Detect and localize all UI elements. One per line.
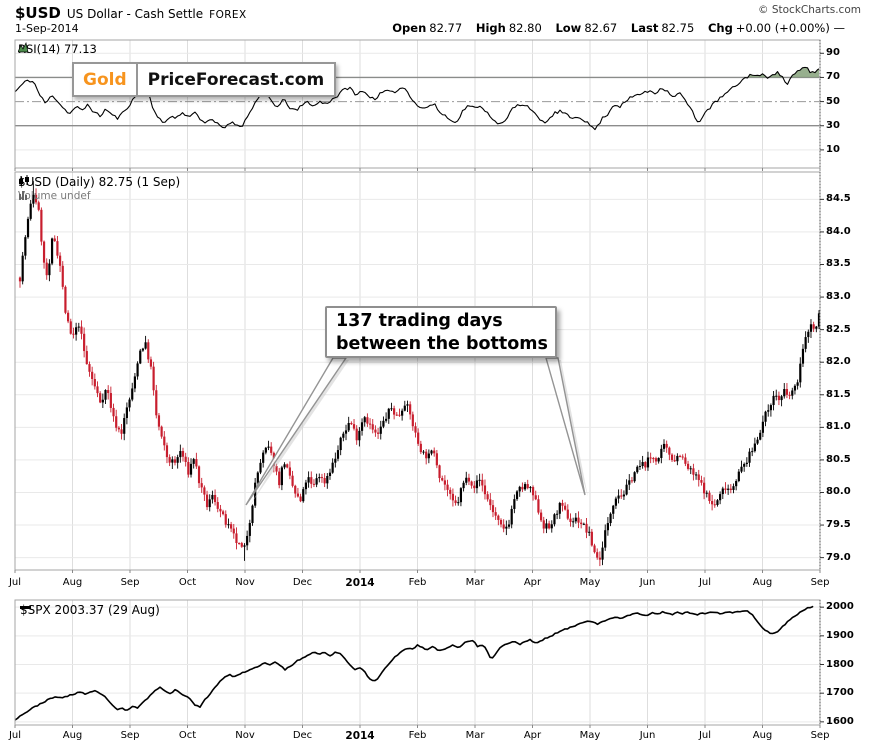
- watermark-gold-text: Gold: [74, 64, 138, 95]
- rsi-legend-text: RSI(14) 77.13: [18, 42, 97, 56]
- month-label-bottom: Jul: [698, 730, 712, 741]
- month-label-middle: Jul: [698, 577, 712, 588]
- month-label-middle: Feb: [408, 577, 427, 588]
- quote-row: Open 82.77 High 82.80 Low 82.67 Last 82.75 C…: [392, 21, 845, 35]
- usd-ytick-label: 84.5: [826, 193, 851, 205]
- open-label: Open: [392, 21, 427, 35]
- usd-ytick-label: 80.5: [826, 453, 851, 465]
- high-value: 82.80: [508, 21, 542, 35]
- month-label-bottom: Jul: [8, 730, 22, 741]
- spx-ytick-label: 1700: [826, 687, 854, 699]
- volume-legend: Volume undef: [18, 190, 91, 202]
- month-label-bottom: Mar: [465, 730, 485, 741]
- symbol-label: $USD: [15, 4, 61, 22]
- exchange-label: FOREX: [209, 9, 247, 21]
- rsi-ytick-label: 90: [826, 47, 840, 59]
- usd-ytick-label: 81.0: [826, 421, 851, 433]
- month-label-bottom: Oct: [178, 730, 197, 741]
- low-label: Low: [555, 21, 582, 35]
- watermark-site-text: PriceForecast.com: [147, 69, 325, 90]
- month-label-middle: Sep: [120, 577, 140, 588]
- volume-legend-text: Volume undef: [18, 190, 91, 202]
- usd-ytick-label: 83.0: [826, 291, 851, 303]
- annotation-line2: between the bottoms: [336, 334, 548, 354]
- month-label-bottom: Nov: [235, 730, 255, 741]
- usd-legend: $USD (Daily) 82.75 (1 Sep): [18, 175, 180, 189]
- month-label-middle: Aug: [62, 577, 83, 588]
- month-label-middle: Aug: [752, 577, 773, 588]
- spx-legend-text: $SPX 2003.37 (29 Aug): [20, 603, 160, 617]
- month-label-bottom: May: [579, 730, 601, 741]
- month-label-middle: Dec: [292, 577, 313, 588]
- usd-ytick-label: 84.0: [826, 225, 851, 237]
- month-label-bottom: Jun: [639, 730, 656, 741]
- open-value: 82.77: [429, 21, 463, 35]
- spx-ytick-label: 1600: [826, 715, 854, 727]
- rsi-legend: RSI(14) 77.13: [18, 42, 97, 56]
- spx-ytick-label: 2000: [826, 601, 854, 613]
- usd-ytick-label: 82.0: [826, 356, 851, 368]
- low-value: 82.67: [584, 21, 618, 35]
- last-value: 82.75: [661, 21, 695, 35]
- spx-ytick-label: 1800: [826, 658, 854, 670]
- month-label-middle: Apr: [523, 577, 542, 588]
- chart-title: $USD US Dollar - Cash Settle FOREX: [15, 3, 247, 22]
- rsi-area-icon: [18, 42, 29, 53]
- month-label-middle: Jun: [639, 577, 656, 588]
- usd-ytick-label: 82.5: [826, 323, 851, 335]
- month-label-bottom: Aug: [752, 730, 773, 741]
- month-label-bottom: Dec: [292, 730, 313, 741]
- rsi-ytick-label: 70: [826, 71, 840, 83]
- usd-ytick-label: 80.0: [826, 486, 851, 498]
- rsi-ytick-label: 30: [826, 119, 840, 131]
- usd-ytick-label: 83.5: [826, 258, 851, 270]
- volume-bars-icon: [19, 191, 27, 200]
- copyright-label: © StockCharts.com: [758, 4, 861, 16]
- month-label-bottom: Sep: [120, 730, 140, 741]
- spx-ytick-label: 1900: [826, 629, 854, 641]
- usd-ytick-label: 79.0: [826, 551, 851, 563]
- annotation-line1: 137 trading days: [336, 311, 503, 331]
- chg-value: +0.00 (+0.00%) —: [735, 21, 845, 35]
- high-label: High: [475, 21, 506, 35]
- date-label: 1-Sep-2014: [15, 22, 79, 35]
- rsi-ytick-label: 10: [826, 143, 840, 155]
- line-style-icon: [20, 606, 31, 609]
- month-label-middle: Oct: [178, 577, 197, 588]
- annotation-callout: 137 trading days between the bottoms: [325, 306, 557, 358]
- month-label-middle: Mar: [465, 577, 485, 588]
- candlestick-icon: [19, 175, 29, 186]
- month-label-middle: Nov: [235, 577, 255, 588]
- spx-legend: $SPX 2003.37 (29 Aug): [20, 603, 160, 617]
- last-label: Last: [630, 21, 659, 35]
- month-label-middle: May: [579, 577, 601, 588]
- goldpriceforecast-watermark: Gold PriceForecast.com: [72, 62, 337, 97]
- month-label-bottom: Apr: [523, 730, 542, 741]
- month-label-bottom: Feb: [408, 730, 427, 741]
- usd-ytick-label: 79.5: [826, 519, 851, 531]
- symbol-description: US Dollar - Cash Settle: [66, 7, 204, 21]
- month-label-bottom: 2014: [345, 730, 375, 742]
- month-label-middle: Sep: [810, 577, 830, 588]
- month-label-middle: Jul: [8, 577, 22, 588]
- usd-ytick-label: 81.5: [826, 388, 851, 400]
- rsi-ytick-label: 50: [826, 95, 840, 107]
- usd-legend-text: $USD (Daily) 82.75 (1 Sep): [18, 175, 181, 189]
- month-label-bottom: Sep: [810, 730, 830, 741]
- chg-label: Chg: [707, 21, 733, 35]
- month-label-bottom: Aug: [62, 730, 83, 741]
- month-label-middle: 2014: [345, 577, 375, 589]
